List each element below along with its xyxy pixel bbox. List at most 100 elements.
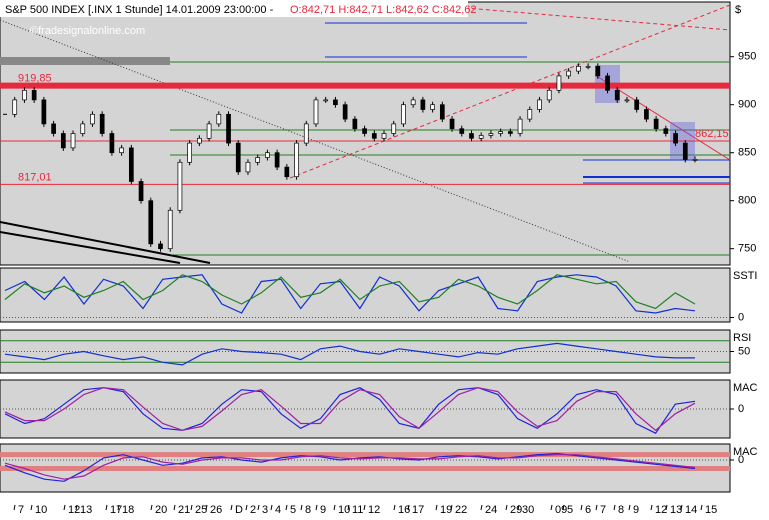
x-tick <box>205 504 208 511</box>
candle <box>41 99 47 125</box>
x-tick-label: 4 <box>275 504 281 516</box>
series-line <box>4 274 696 314</box>
level-label: 919,85 <box>18 73 52 85</box>
candle <box>187 142 192 163</box>
candle <box>148 200 154 245</box>
x-tick-label: 12 <box>655 504 667 516</box>
x-tick-label: 09 <box>555 504 567 516</box>
x-tick-label: 5 <box>567 504 573 516</box>
x-tick <box>245 504 248 511</box>
x-tick <box>665 504 668 511</box>
x-tick-label: 8 <box>618 504 624 516</box>
candle <box>138 181 144 202</box>
x-tick-label: 17 <box>110 504 122 516</box>
candle <box>430 104 435 110</box>
x-tick-label: 29 <box>510 504 522 516</box>
x-tick-label: 14 <box>685 504 697 516</box>
panel-label: RSI <box>733 332 751 344</box>
x-tick <box>150 504 153 511</box>
candle <box>255 157 261 163</box>
candle <box>313 99 319 125</box>
x-tick-label: 30 <box>522 504 534 516</box>
candle <box>508 131 513 134</box>
y-tick-label: 0 <box>738 454 744 466</box>
x-tick-label: 7 <box>18 504 24 516</box>
series-line <box>4 387 696 434</box>
series-line <box>4 387 696 432</box>
candle <box>284 166 290 178</box>
x-tick-label: 19 <box>440 504 452 516</box>
x-tick-label: 15 <box>705 504 717 516</box>
x-tick <box>700 504 703 511</box>
candle <box>663 128 669 134</box>
level-label: 862,15 <box>695 128 729 140</box>
candle <box>566 70 572 77</box>
series-line <box>4 454 696 480</box>
x-tick-label: 6 <box>585 504 591 516</box>
candle <box>235 142 241 173</box>
candle <box>391 123 397 134</box>
panel <box>0 267 731 323</box>
x-tick <box>505 504 508 511</box>
candle <box>546 89 552 101</box>
x-tick-label: 11 <box>352 504 363 516</box>
candle <box>614 89 620 101</box>
y-tick-label: 50 <box>738 345 750 357</box>
candle <box>60 133 66 149</box>
y-tick-label: 800 <box>738 195 756 207</box>
panel-label: MAC <box>733 382 758 394</box>
x-tick <box>300 504 303 511</box>
y-tick-label: 0 <box>738 403 744 415</box>
x-tick <box>257 504 260 511</box>
candle <box>556 75 562 91</box>
candle <box>216 113 222 125</box>
candle <box>673 133 678 144</box>
candle <box>517 118 523 134</box>
series-line <box>4 274 696 310</box>
candle <box>109 133 115 154</box>
x-tick <box>270 504 273 511</box>
panel-label: MAC <box>733 446 758 458</box>
candle <box>294 142 299 178</box>
x-tick <box>63 504 66 511</box>
x-tick-label: 12 <box>68 504 80 516</box>
x-tick <box>450 504 453 511</box>
x-tick <box>628 504 631 511</box>
candle <box>498 131 503 134</box>
x-tick-label: 13 <box>670 504 682 516</box>
y-tick-label: 750 <box>738 243 756 255</box>
x-tick-label: 10 <box>35 504 47 516</box>
candle <box>682 142 688 160</box>
candle <box>342 104 348 120</box>
candle <box>653 118 659 130</box>
candle <box>177 161 183 211</box>
title-bg <box>0 1 468 17</box>
candle <box>585 65 591 68</box>
x-tick <box>650 504 653 511</box>
x-tick <box>190 504 193 511</box>
x-tick <box>347 504 350 511</box>
x-tick <box>173 504 176 511</box>
candle <box>595 65 601 77</box>
candle <box>323 99 329 102</box>
candle <box>459 128 465 134</box>
x-tick <box>230 504 233 511</box>
x-tick <box>480 504 483 511</box>
candle <box>644 109 649 120</box>
series-line <box>4 342 695 366</box>
candle <box>274 152 280 168</box>
x-tick <box>517 504 520 511</box>
x-tick-label: 20 <box>155 504 167 516</box>
x-tick-label: 2 <box>250 504 256 516</box>
candle <box>371 133 377 139</box>
x-tick-label: 3 <box>262 504 268 516</box>
candle <box>90 113 95 125</box>
x-tick-label: 25 <box>195 504 207 516</box>
x-tick <box>680 504 683 511</box>
x-tick-label: 8 <box>305 504 311 516</box>
x-tick-label: 21 <box>178 504 190 516</box>
x-tick-label: 7 <box>600 504 606 516</box>
x-tick-label: 17 <box>412 504 424 516</box>
x-tick-label: 9 <box>633 504 639 516</box>
trend <box>0 221 211 264</box>
